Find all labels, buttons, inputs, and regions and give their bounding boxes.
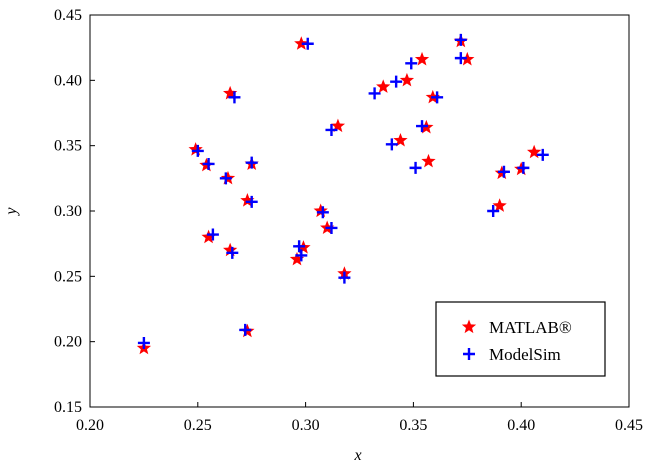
- legend: MATLAB® ModelSim: [436, 302, 605, 376]
- legend-label: ModelSim: [489, 345, 561, 364]
- legend-box: [436, 302, 605, 376]
- x-tick-label: 0.30: [292, 417, 320, 434]
- y-tick-label: 0.30: [54, 203, 82, 220]
- y-tick-label: 0.35: [54, 138, 82, 155]
- y-tick-label: 0.45: [54, 7, 82, 24]
- y-tick-label: 0.20: [54, 334, 82, 351]
- y-axis-ticks: 0.15 0.20 0.25 0.30 0.35 0.40 0.45: [54, 7, 95, 416]
- x-tick-label: 0.25: [184, 417, 212, 434]
- x-axis-label: x: [353, 447, 361, 463]
- x-tick-label: 0.35: [399, 417, 427, 434]
- y-tick-label: 0.40: [54, 72, 82, 89]
- legend-label: MATLAB®: [489, 318, 572, 337]
- x-tick-label: 0.45: [615, 417, 643, 434]
- x-tick-label: 0.40: [507, 417, 535, 434]
- y-axis-label: y: [3, 207, 20, 217]
- y-tick-label: 0.15: [54, 399, 82, 416]
- y-tick-label: 0.25: [54, 268, 82, 285]
- x-tick-label: 0.20: [76, 417, 104, 434]
